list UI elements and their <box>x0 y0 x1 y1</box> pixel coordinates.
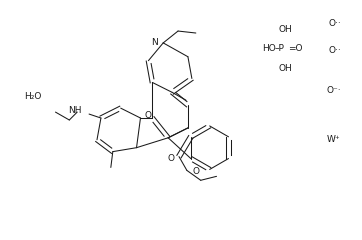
Text: O: O <box>144 111 151 120</box>
Text: OH: OH <box>279 64 292 73</box>
Text: O··: O·· <box>328 46 341 55</box>
Text: W⁺: W⁺ <box>326 135 340 144</box>
Text: O: O <box>193 167 200 176</box>
Text: =O: =O <box>288 44 302 53</box>
Text: O⁻·: O⁻· <box>326 86 341 95</box>
Text: N: N <box>152 38 158 48</box>
Text: HO: HO <box>262 44 276 53</box>
Text: –P: –P <box>275 44 285 53</box>
Text: OH: OH <box>279 24 292 34</box>
Text: O: O <box>168 154 174 163</box>
Text: H₂O: H₂O <box>24 92 41 101</box>
Text: NH: NH <box>68 106 81 115</box>
Text: O··: O·· <box>328 19 341 28</box>
